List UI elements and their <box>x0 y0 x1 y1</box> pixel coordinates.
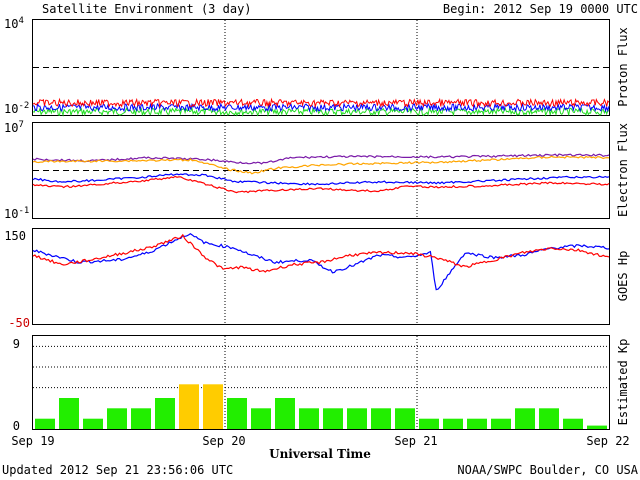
kp-bar-13 <box>323 408 343 429</box>
kp-bar-15 <box>371 408 391 429</box>
electron-frame <box>32 122 610 219</box>
kp-bar-23 <box>563 418 583 429</box>
kp-bar-21 <box>515 408 535 429</box>
proton-series-red <box>32 97 610 109</box>
kp-bar-4 <box>107 408 127 429</box>
electron-ytick-top: 107 <box>4 120 24 135</box>
kp-ytick-bottom: 0 <box>13 419 20 433</box>
proton-ytick-top: 104 <box>4 16 24 31</box>
goes-hp-plot <box>32 229 610 324</box>
kp-bar-3 <box>83 418 103 429</box>
kp-bar-19 <box>467 418 487 429</box>
proton-ylabel: Proton Flux <box>616 27 630 106</box>
x-tick-sep22: Sep 22 <box>586 434 629 448</box>
electron-plot <box>32 123 610 218</box>
proton-series-green <box>32 106 610 117</box>
kp-bar-11 <box>275 398 295 429</box>
x-tick-sep21: Sep 21 <box>394 434 437 448</box>
kp-bar-6 <box>155 398 175 429</box>
kp-bar-16 <box>395 408 415 429</box>
electron-series-blue <box>32 173 610 186</box>
kp-bar-22 <box>539 408 559 429</box>
electron-ytick-bottom: 10-1 <box>4 206 29 221</box>
kp-plot <box>33 336 609 429</box>
kp-bar-18 <box>443 418 463 429</box>
goes-hp-series-red <box>32 233 610 273</box>
proton-frame <box>32 19 610 116</box>
electron-ylabel: Electron Flux <box>616 123 630 217</box>
goes-hp-panel: 150 -50 GOES Hp <box>4 228 630 330</box>
goes-hp-ylabel: GOES Hp <box>616 251 630 302</box>
chart-title: Satellite Environment (3 day) <box>42 2 252 16</box>
kp-bar-12 <box>299 408 319 429</box>
x-tick-sep19: Sep 19 <box>11 434 54 448</box>
goes-hp-ytick-top: 150 <box>4 229 26 243</box>
begin-time: Begin: 2012 Sep 19 0000 UTC <box>443 2 638 16</box>
kp-bar-24 <box>587 425 607 429</box>
credit: NOAA/SWPC Boulder, CO USA <box>457 463 638 477</box>
goes-hp-frame <box>32 228 610 325</box>
electron-series-red <box>32 175 610 194</box>
kp-bar-17 <box>419 418 439 429</box>
kp-bar-9 <box>227 398 247 429</box>
kp-bar-1 <box>35 418 55 429</box>
kp-bar-10 <box>251 408 271 429</box>
kp-frame <box>32 335 610 430</box>
electron-panel: 107 10-1 Electron Flux <box>4 120 630 221</box>
electron-series-orange <box>32 155 610 175</box>
kp-ytick-top: 9 <box>13 337 20 351</box>
kp-bar-20 <box>491 418 511 429</box>
kp-ylabel: Estimated Kp <box>616 339 630 426</box>
x-tick-sep20: Sep 20 <box>202 434 245 448</box>
electron-series-purple <box>32 153 610 165</box>
kp-panel: 9 0 Estimated Kp <box>13 335 630 433</box>
proton-plot <box>32 20 610 117</box>
goes-hp-ytick-bottom: -50 <box>8 316 30 330</box>
kp-bar-8 <box>203 384 223 429</box>
x-axis-label: Universal Time <box>269 447 371 461</box>
proton-ytick-bottom: 10-2 <box>4 101 29 116</box>
kp-bar-2 <box>59 398 79 429</box>
proton-series-blue <box>32 102 610 113</box>
proton-panel: 104 10-2 Proton Flux <box>4 16 630 117</box>
kp-bar-5 <box>131 408 151 429</box>
kp-bar-14 <box>347 408 367 429</box>
kp-bar-7 <box>179 384 199 429</box>
updated-time: Updated 2012 Sep 21 23:56:06 UTC <box>2 463 233 477</box>
